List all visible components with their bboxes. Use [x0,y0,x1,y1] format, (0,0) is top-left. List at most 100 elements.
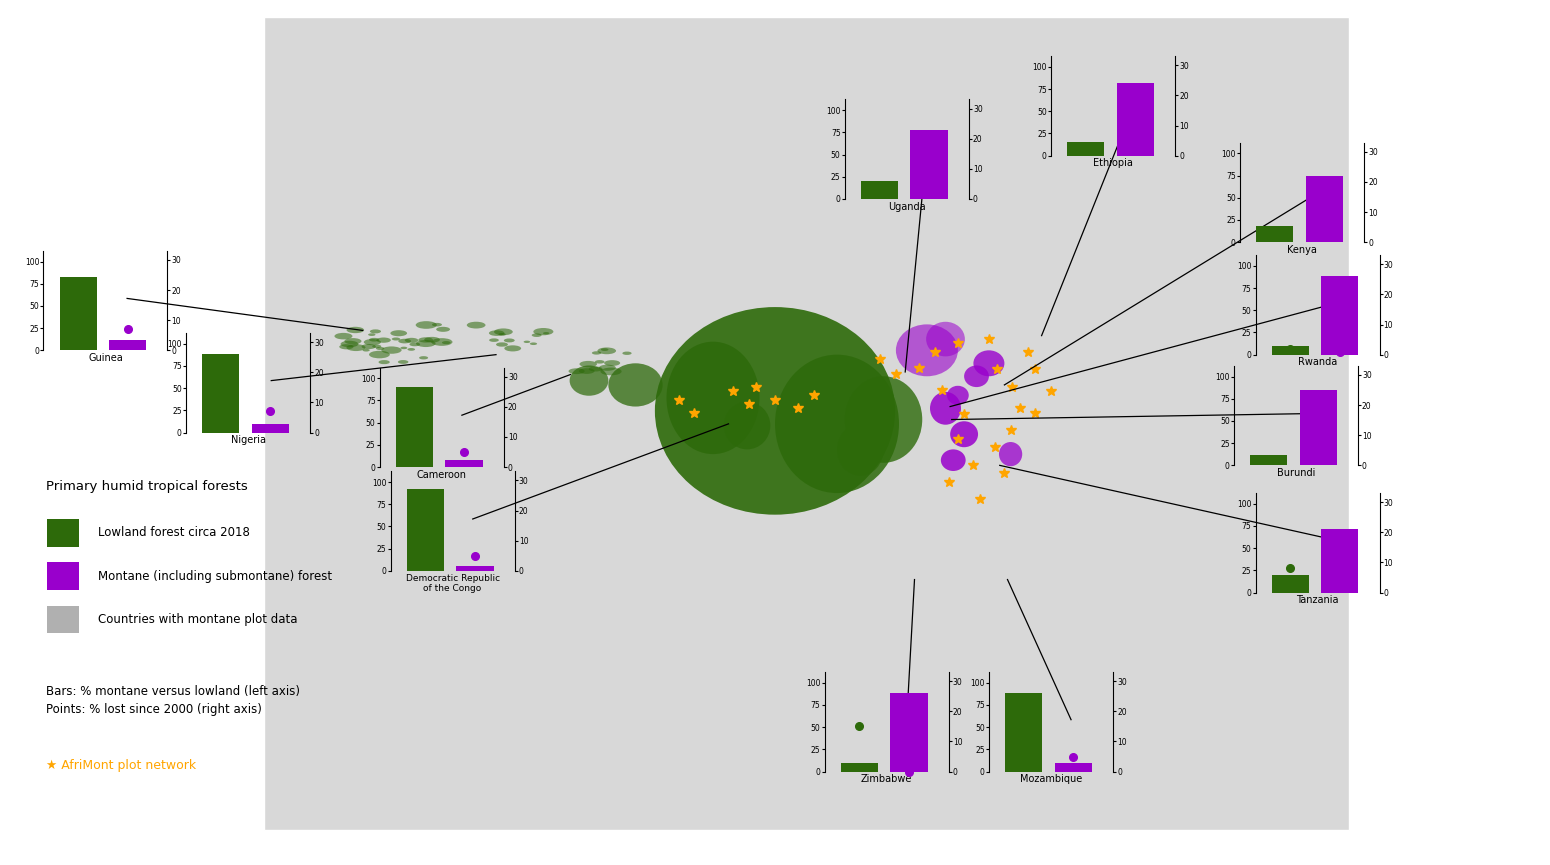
Ellipse shape [392,337,400,341]
Ellipse shape [418,356,428,360]
Bar [1066,143,1104,156]
Ellipse shape [408,348,415,351]
Bar [1321,529,1358,593]
Ellipse shape [418,337,432,343]
Ellipse shape [595,360,604,363]
Ellipse shape [580,361,597,368]
X-axis label: Zimbabwe: Zimbabwe [860,774,913,785]
Ellipse shape [570,365,608,395]
X-axis label: Democratic Republic
of the Congo: Democratic Republic of the Congo [406,573,499,593]
Bar [395,388,432,467]
Ellipse shape [592,351,601,355]
FancyBboxPatch shape [46,606,79,633]
Ellipse shape [504,338,515,343]
Ellipse shape [623,351,632,355]
Ellipse shape [530,343,536,345]
Ellipse shape [364,339,381,345]
Bar [1321,277,1358,355]
Ellipse shape [950,421,978,447]
Bar [840,763,877,772]
Ellipse shape [845,376,922,463]
Ellipse shape [369,351,391,358]
Ellipse shape [361,344,375,349]
Ellipse shape [405,338,418,343]
Ellipse shape [415,340,436,347]
Bar [1054,763,1091,772]
Bar [1271,346,1308,355]
Ellipse shape [369,338,380,342]
Ellipse shape [431,338,453,346]
X-axis label: Burundi: Burundi [1277,468,1314,478]
Ellipse shape [341,341,358,347]
Ellipse shape [597,348,615,355]
Ellipse shape [524,341,530,343]
Ellipse shape [604,360,620,366]
Ellipse shape [339,344,353,349]
Bar [1004,694,1042,772]
Bar [1305,176,1342,242]
Ellipse shape [578,368,595,374]
Ellipse shape [372,344,381,348]
Ellipse shape [436,327,450,332]
Ellipse shape [344,338,361,344]
Ellipse shape [666,342,760,454]
Ellipse shape [347,344,366,351]
Ellipse shape [398,339,411,343]
Bar [202,355,239,432]
X-axis label: Mozambique: Mozambique [1020,774,1082,785]
Bar [910,130,947,199]
Ellipse shape [598,365,615,371]
Bar [406,490,443,571]
Bar [251,424,288,432]
Ellipse shape [442,341,451,344]
Ellipse shape [347,327,364,333]
Bar [1271,574,1308,593]
Ellipse shape [998,442,1023,466]
Ellipse shape [488,330,504,336]
Ellipse shape [409,343,420,346]
Ellipse shape [927,322,964,356]
Text: Countries with montane plot data: Countries with montane plot data [98,612,298,626]
Text: Bars: % montane versus lowland (left axis)
Points: % lost since 2000 (right axis: Bars: % montane versus lowland (left axi… [46,685,301,716]
Bar [890,694,927,772]
Ellipse shape [947,386,969,405]
Ellipse shape [896,324,958,376]
Ellipse shape [973,350,1004,376]
FancyBboxPatch shape [46,562,79,590]
X-axis label: Tanzania: Tanzania [1296,595,1339,606]
Ellipse shape [504,345,521,351]
X-axis label: Guinea: Guinea [88,353,122,363]
Ellipse shape [391,330,408,336]
Ellipse shape [378,360,389,364]
Text: Primary humid tropical forests: Primary humid tropical forests [46,480,248,493]
Bar [59,277,96,350]
Ellipse shape [533,328,553,336]
Ellipse shape [775,355,899,493]
Ellipse shape [724,401,770,450]
Ellipse shape [941,449,966,471]
Bar [445,460,482,467]
Ellipse shape [532,333,541,337]
Ellipse shape [432,323,442,326]
Ellipse shape [363,349,370,351]
Ellipse shape [377,347,384,350]
Ellipse shape [425,336,440,343]
Ellipse shape [335,333,352,339]
X-axis label: Uganda: Uganda [888,202,925,212]
Ellipse shape [499,333,505,336]
Ellipse shape [964,365,989,388]
Bar [1299,390,1336,465]
Ellipse shape [367,333,375,336]
Ellipse shape [601,349,609,351]
Ellipse shape [930,392,961,425]
Ellipse shape [398,360,409,364]
Ellipse shape [415,321,437,329]
X-axis label: Rwanda: Rwanda [1297,357,1338,368]
Ellipse shape [490,338,499,342]
Ellipse shape [569,368,584,374]
Ellipse shape [542,332,549,335]
Text: Montane (including submontane) forest: Montane (including submontane) forest [98,569,332,583]
FancyBboxPatch shape [46,519,79,547]
Ellipse shape [467,322,485,329]
Ellipse shape [377,337,391,343]
